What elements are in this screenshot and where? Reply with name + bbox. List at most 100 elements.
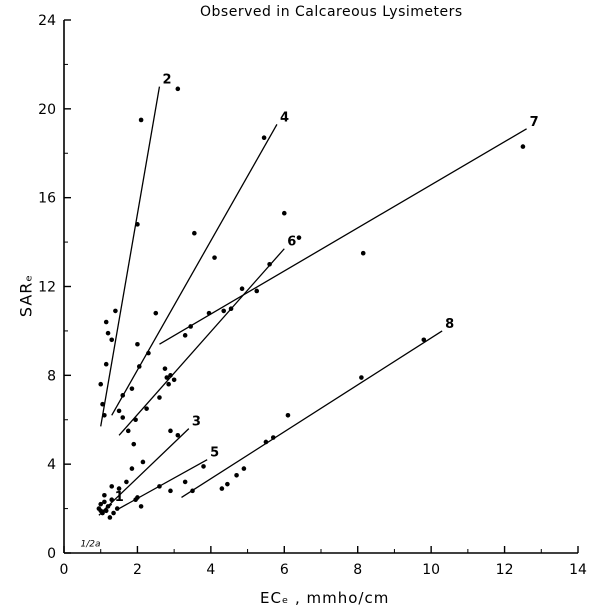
x-tick-label: 2 — [133, 562, 142, 578]
data-point — [281, 210, 287, 216]
data-point — [107, 515, 113, 520]
data-point — [129, 386, 135, 391]
data-point — [103, 361, 109, 367]
fit-line-3 — [100, 428, 190, 514]
data-point — [138, 117, 144, 123]
fit-line-label-8: 8 — [445, 317, 454, 332]
data-point — [225, 481, 230, 487]
y-tick-label: 8 — [47, 368, 56, 384]
data-point — [157, 395, 162, 400]
data-point — [359, 375, 364, 380]
data-point — [102, 413, 107, 418]
chart-title: Observed in Calcareous Lysimeters — [200, 4, 463, 20]
data-point — [131, 441, 137, 447]
data-point — [188, 324, 193, 329]
fit-line-label-6: 6 — [287, 235, 296, 250]
data-point — [133, 417, 138, 423]
data-point — [138, 504, 144, 509]
data-point — [219, 486, 225, 491]
fit-line-7 — [159, 128, 527, 345]
data-point — [171, 377, 177, 383]
fit-line-2 — [100, 86, 161, 427]
data-point — [102, 499, 107, 505]
data-point — [168, 488, 173, 494]
data-point — [120, 393, 126, 398]
x-tick-label: 6 — [280, 562, 289, 578]
data-point — [239, 286, 245, 292]
data-point — [98, 501, 104, 507]
data-point — [201, 464, 206, 469]
data-point — [175, 432, 181, 438]
data-point — [98, 508, 104, 514]
data-point — [144, 406, 149, 411]
fit-line-label-1: 1 — [115, 490, 124, 505]
data-point — [164, 375, 170, 380]
data-point — [103, 508, 109, 514]
fit-line-label-5: 5 — [210, 446, 219, 461]
data-point — [421, 337, 427, 343]
y-tick-label: 20 — [38, 102, 56, 118]
y-axis-label: SARₑ — [16, 273, 36, 318]
y-tick-label: 24 — [38, 13, 56, 29]
data-point — [105, 504, 111, 509]
fit-line-8 — [181, 330, 443, 499]
data-point — [113, 308, 118, 314]
data-point — [175, 86, 181, 92]
data-point — [157, 484, 162, 489]
data-point — [360, 250, 366, 256]
data-point — [129, 466, 135, 471]
data-point — [190, 488, 195, 494]
data-point — [168, 428, 173, 434]
data-point — [146, 350, 151, 356]
data-point — [168, 373, 173, 378]
data-point — [263, 439, 269, 445]
x-tick-label: 12 — [496, 562, 514, 578]
data-point — [192, 230, 197, 236]
data-point — [162, 366, 168, 371]
data-point — [206, 310, 212, 316]
fit-line-4 — [111, 124, 278, 416]
data-point — [153, 310, 159, 316]
data-point — [116, 408, 122, 414]
data-point — [267, 261, 272, 267]
x-axis-label: ECₑ , mmho/cm — [260, 589, 390, 607]
fit-line-6 — [118, 248, 285, 436]
data-point — [182, 479, 188, 485]
data-point — [98, 381, 104, 387]
data-point — [133, 497, 138, 503]
data-point — [120, 415, 126, 420]
data-point — [234, 472, 239, 478]
data-point — [261, 135, 267, 141]
data-point — [182, 333, 188, 338]
y-tick-label: 16 — [38, 191, 56, 207]
data-point — [270, 435, 276, 440]
data-point — [135, 222, 140, 227]
data-point — [116, 486, 122, 491]
x-tick-label: 4 — [206, 562, 215, 578]
data-point — [124, 479, 129, 485]
y-tick-label: 0 — [47, 546, 56, 562]
data-point — [100, 401, 105, 407]
fit-line-label-7: 7 — [530, 115, 539, 130]
x-tick-label: 10 — [422, 562, 440, 578]
data-point — [109, 484, 115, 489]
data-point — [125, 428, 131, 434]
data-point — [109, 337, 115, 343]
data-point — [140, 459, 146, 465]
x-tick-label: 0 — [60, 562, 69, 578]
y-tick-label: 4 — [47, 457, 56, 473]
x-tick-label: 8 — [353, 562, 362, 578]
data-point — [212, 255, 217, 260]
data-point — [111, 510, 116, 516]
data-point — [102, 492, 107, 498]
data-point — [135, 341, 140, 347]
fit-line-label-2: 2 — [162, 73, 171, 88]
data-point — [105, 330, 111, 336]
corner-annotation: 1/2a — [81, 539, 101, 549]
data-point — [520, 144, 526, 149]
data-point — [285, 413, 291, 418]
data-point — [228, 306, 234, 312]
x-tick-label: 14 — [569, 562, 587, 578]
data-point — [241, 466, 247, 471]
